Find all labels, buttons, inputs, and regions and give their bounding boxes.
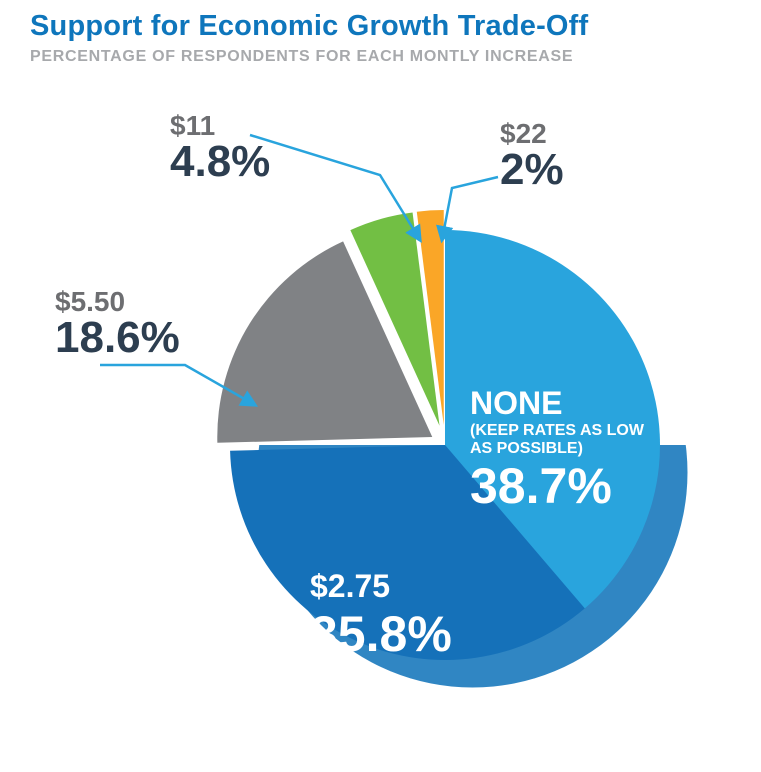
label-p550: $5.5018.6% bbox=[55, 288, 180, 360]
label-p11-value: 4.8% bbox=[170, 140, 270, 184]
label-p275-name: $2.75 bbox=[310, 568, 452, 605]
label-none: NONE(KEEP RATES AS LOW AS POSSIBLE)38.7% bbox=[470, 385, 660, 515]
label-p22-name: $22 bbox=[500, 120, 564, 148]
label-p11: $114.8% bbox=[170, 112, 270, 184]
label-p550-name: $5.50 bbox=[55, 288, 180, 316]
label-p22: $222% bbox=[500, 120, 564, 192]
label-none-note: (KEEP RATES AS LOW AS POSSIBLE) bbox=[470, 422, 660, 457]
label-none-value: 38.7% bbox=[470, 457, 660, 515]
label-none-name: NONE bbox=[470, 385, 660, 422]
label-p550-value: 18.6% bbox=[55, 316, 180, 360]
label-p11-name: $11 bbox=[170, 112, 270, 140]
label-p275: $2.7535.8% bbox=[310, 568, 452, 663]
label-p275-value: 35.8% bbox=[310, 605, 452, 663]
label-p22-value: 2% bbox=[500, 148, 564, 192]
